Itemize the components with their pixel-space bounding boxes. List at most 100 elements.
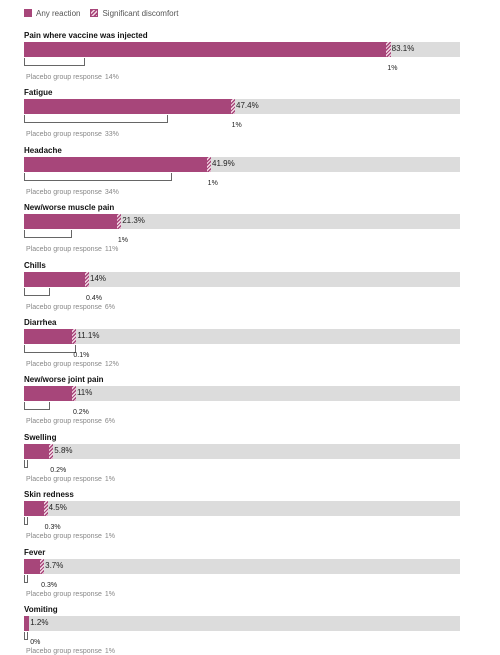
category-label: Skin redness <box>24 490 74 500</box>
category-label: New/worse muscle pain <box>24 203 115 213</box>
significant-value-label: 0.3% <box>44 524 61 532</box>
placebo-bracket <box>24 172 173 181</box>
placebo-value: 1% <box>104 475 116 483</box>
bar-significant-discomfort <box>49 443 54 459</box>
placebo-bracket <box>24 58 86 66</box>
placebo-value: 11% <box>104 246 119 254</box>
value-label: 4.5% <box>48 503 67 513</box>
bar-track: 14% <box>24 271 460 287</box>
placebo-label-prefix: Placebo group response <box>26 303 102 311</box>
bar-any-reaction <box>24 42 387 57</box>
legend-item-significant: Significant discomfort <box>90 8 179 18</box>
placebo-value: 1% <box>104 533 116 541</box>
bar-significant-discomfort <box>206 156 212 172</box>
bar-significant-discomfort <box>72 329 77 344</box>
bar-significant-discomfort <box>71 386 76 402</box>
placebo-bracket <box>24 574 29 583</box>
category-label: Pain where vaccine was injected <box>24 31 148 40</box>
placebo-label: Placebo group response 1% <box>26 648 115 655</box>
placebo-label: Placebo group response 1% <box>26 476 115 483</box>
legend-swatch-significant <box>90 9 99 17</box>
placebo-value: 1% <box>104 590 116 598</box>
legend-label-significant: Significant discomfort <box>102 8 179 18</box>
significant-value-label: 0.3% <box>41 581 58 589</box>
bar-any-reaction <box>24 156 207 172</box>
bar-track: 4.5% <box>24 501 460 517</box>
bar-track: 11% <box>24 386 460 402</box>
significant-value-label: 1% <box>117 237 128 245</box>
bar-any-reaction <box>24 99 231 115</box>
bar-any-reaction <box>24 558 41 574</box>
placebo-bracket <box>24 345 77 353</box>
placebo-label-prefix: Placebo group response <box>26 533 102 541</box>
placebo-value: 33% <box>104 131 119 139</box>
placebo-label-prefix: Placebo group response <box>26 648 102 655</box>
placebo-bracket <box>24 230 72 239</box>
placebo-bracket <box>24 517 29 526</box>
category-label: Vomiting <box>24 605 58 614</box>
bar-any-reaction <box>24 329 73 344</box>
placebo-value: 6% <box>104 418 116 426</box>
placebo-label: Placebo group response 1% <box>26 591 115 598</box>
category-label: Headache <box>24 145 62 155</box>
placebo-label: Placebo group response 34% <box>26 189 119 196</box>
placebo-label-prefix: Placebo group response <box>26 246 102 254</box>
significant-value-label: 0.2% <box>72 409 89 417</box>
legend-swatch-any <box>24 9 32 17</box>
value-label: 3.7% <box>45 560 64 570</box>
bar-any-reaction <box>24 386 72 402</box>
significant-value-label: 1% <box>387 65 398 72</box>
placebo-label: Placebo group response 11% <box>26 246 118 253</box>
category-label: Chills <box>24 260 46 270</box>
bar-track: 41.9% <box>24 156 460 172</box>
bar-significant-discomfort <box>116 214 122 230</box>
value-label: 5.8% <box>54 445 73 455</box>
placebo-label-prefix: Placebo group response <box>26 590 102 598</box>
bar-any-reaction <box>24 616 30 631</box>
value-label: 14% <box>90 273 107 283</box>
placebo-label: Placebo group response 14% <box>26 74 119 81</box>
category-label: Fatigue <box>24 88 53 98</box>
placebo-bracket <box>24 402 51 411</box>
placebo-value: 14% <box>104 74 119 81</box>
legend-label-any: Any reaction <box>36 8 81 18</box>
placebo-value: 34% <box>104 188 119 196</box>
placebo-label-prefix: Placebo group response <box>26 74 102 81</box>
bar-significant-discomfort <box>43 501 48 517</box>
bar-track: 83.1% <box>24 42 460 57</box>
placebo-label-prefix: Placebo group response <box>26 361 102 368</box>
placebo-label: Placebo group response 1% <box>26 533 115 540</box>
significant-value-label: 1% <box>207 179 218 187</box>
placebo-bracket <box>24 115 168 124</box>
placebo-label: Placebo group response 6% <box>26 418 115 425</box>
placebo-label: Placebo group response 33% <box>26 131 119 138</box>
bar-track: 3.7% <box>24 558 460 574</box>
value-label: 47.4% <box>236 101 259 111</box>
placebo-value: 1% <box>104 648 116 655</box>
placebo-label-prefix: Placebo group response <box>26 131 102 139</box>
bar-any-reaction <box>24 214 117 230</box>
bar-track: 21.3% <box>24 214 460 230</box>
category-label: Fever <box>24 547 46 557</box>
value-label: 1.2% <box>30 618 49 627</box>
bar-significant-discomfort <box>386 42 391 57</box>
bar-track: 47.4% <box>24 99 460 115</box>
value-label: 21.3% <box>122 216 145 226</box>
placebo-label-prefix: Placebo group response <box>26 418 102 426</box>
bar-track: 11.1% <box>24 329 460 344</box>
significant-value-label: 0.2% <box>50 466 67 474</box>
value-label: 41.9% <box>212 158 235 168</box>
category-label: Diarrhea <box>24 318 57 327</box>
placebo-label: Placebo group response 6% <box>26 304 115 311</box>
bar-any-reaction <box>24 443 50 459</box>
placebo-bracket <box>24 459 29 468</box>
category-label: Swelling <box>24 432 57 442</box>
significant-value-label: 0% <box>30 639 41 646</box>
placebo-value: 6% <box>104 303 116 311</box>
placebo-label: Placebo group response 12% <box>26 361 119 368</box>
placebo-value: 12% <box>104 361 119 368</box>
bar-track: 5.8% <box>24 443 460 459</box>
placebo-bracket <box>24 287 51 296</box>
bar-any-reaction <box>24 501 44 517</box>
